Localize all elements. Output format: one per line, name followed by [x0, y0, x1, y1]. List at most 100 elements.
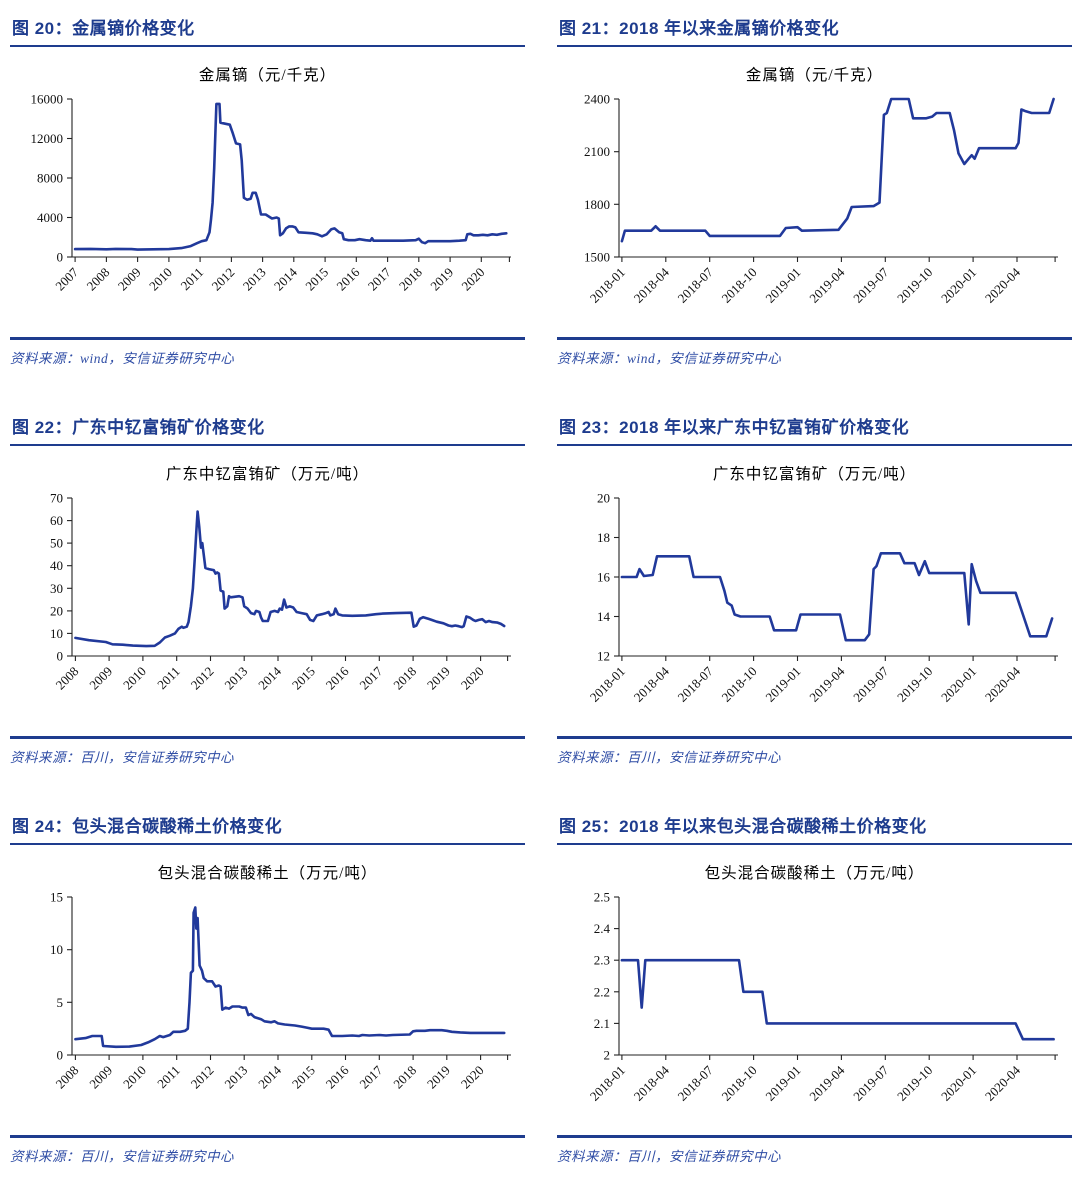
svg-text:2008: 2008 — [84, 265, 113, 294]
svg-text:2019-04: 2019-04 — [806, 1062, 848, 1104]
figure-grid: 图 20：金属镝价格变化 金属镝（元/千克） 0 4000 8000 12000 160… — [10, 12, 1072, 1165]
svg-text:60: 60 — [50, 513, 63, 528]
svg-text:2400: 2400 — [584, 92, 610, 107]
svg-text:2019-07: 2019-07 — [850, 663, 892, 705]
chart-title: 金属镝（元/千克） — [198, 67, 337, 84]
figure-caption: 图 22：广东中钇富铕矿价格变化 — [10, 411, 525, 446]
svg-text:2009: 2009 — [86, 664, 115, 693]
svg-text:2018-10: 2018-10 — [718, 1063, 759, 1104]
svg-text:2011: 2011 — [154, 664, 183, 693]
svg-text:2012: 2012 — [188, 664, 217, 693]
svg-text:1500: 1500 — [584, 250, 610, 265]
svg-text:2014: 2014 — [255, 1062, 284, 1091]
svg-text:20: 20 — [50, 603, 63, 618]
svg-text:0: 0 — [57, 250, 64, 265]
svg-text:2007: 2007 — [52, 264, 81, 293]
svg-text:2016: 2016 — [333, 264, 362, 293]
svg-text:2013: 2013 — [221, 664, 250, 693]
svg-text:2019-01: 2019-01 — [762, 265, 803, 306]
svg-text:2010: 2010 — [120, 664, 149, 693]
svg-text:2017: 2017 — [356, 1062, 385, 1091]
chart-title: 包头混合碳酸稀土（万元/吨） — [704, 865, 925, 882]
figure-caption: 图 25：2018 年以来包头混合碳酸稀土价格变化 — [557, 810, 1072, 845]
svg-text:70: 70 — [50, 491, 63, 506]
svg-text:2018-10: 2018-10 — [718, 664, 759, 705]
svg-text:2015: 2015 — [289, 664, 318, 693]
svg-text:2018-10: 2018-10 — [718, 265, 759, 306]
svg-text:2019: 2019 — [424, 1063, 453, 1092]
figure-panel-20: 图 20：金属镝价格变化 金属镝（元/千克） 0 4000 8000 12000 160… — [10, 12, 525, 367]
svg-text:2020-01: 2020-01 — [938, 265, 979, 306]
svg-text:15: 15 — [50, 890, 63, 905]
figure-panel-24: 图 24：包头混合碳酸稀土价格变化 包头混合碳酸稀土（万元/吨） 0 5 10 15 2… — [10, 810, 525, 1165]
svg-text:20: 20 — [597, 491, 610, 506]
svg-text:2020-01: 2020-01 — [938, 1063, 979, 1104]
svg-text:16000: 16000 — [31, 92, 64, 107]
svg-text:2015: 2015 — [302, 265, 331, 294]
svg-text:2020: 2020 — [458, 265, 487, 294]
svg-text:2019-04: 2019-04 — [806, 663, 848, 705]
svg-text:2019: 2019 — [427, 265, 456, 294]
svg-text:2010: 2010 — [120, 1063, 149, 1092]
svg-text:10: 10 — [50, 942, 63, 957]
svg-text:0: 0 — [57, 1048, 64, 1063]
svg-text:2020-01: 2020-01 — [938, 664, 979, 705]
svg-text:2016: 2016 — [323, 1062, 352, 1091]
svg-text:2015: 2015 — [289, 1063, 318, 1092]
svg-text:2008: 2008 — [53, 1063, 82, 1092]
source-note: 资料来源：wind，安信证券研究中心 — [10, 337, 525, 367]
figure-panel-22: 图 22：广东中钇富铕矿价格变化 广东中钇富铕矿（万元/吨） 0 10 20 30 40… — [10, 411, 525, 766]
svg-text:2019-10: 2019-10 — [894, 1063, 935, 1104]
svg-text:2018: 2018 — [396, 265, 425, 294]
svg-text:2012: 2012 — [188, 1063, 217, 1092]
svg-text:2011: 2011 — [154, 1063, 183, 1092]
figure-caption: 图 21：2018 年以来金属镝价格变化 — [557, 12, 1072, 47]
source-note: 资料来源：百川，安信证券研究中心 — [10, 1135, 525, 1165]
svg-text:2.2: 2.2 — [594, 984, 610, 999]
svg-text:2018-01: 2018-01 — [587, 664, 628, 705]
svg-text:14: 14 — [597, 609, 611, 624]
svg-text:2019: 2019 — [424, 664, 453, 693]
svg-text:10: 10 — [50, 626, 63, 641]
svg-text:2014: 2014 — [271, 264, 300, 293]
figure-caption: 图 24：包头混合碳酸稀土价格变化 — [10, 810, 525, 845]
chart-title: 包头混合碳酸稀土（万元/吨） — [157, 865, 378, 882]
svg-text:2018-01: 2018-01 — [587, 1063, 628, 1104]
svg-text:2016: 2016 — [323, 663, 352, 692]
svg-text:2100: 2100 — [584, 144, 610, 159]
svg-text:4000: 4000 — [37, 210, 63, 225]
source-note: 资料来源：百川，安信证券研究中心 — [557, 736, 1072, 766]
svg-text:2.1: 2.1 — [594, 1016, 610, 1031]
svg-text:2011: 2011 — [178, 265, 207, 294]
svg-text:12: 12 — [597, 649, 610, 664]
svg-text:2018-04: 2018-04 — [631, 264, 673, 306]
svg-text:2018-07: 2018-07 — [675, 663, 717, 705]
svg-text:2019-07: 2019-07 — [850, 1062, 892, 1104]
svg-text:2019-04: 2019-04 — [806, 264, 848, 306]
svg-text:2019-10: 2019-10 — [894, 664, 935, 705]
source-note: 资料来源：wind，安信证券研究中心 — [557, 337, 1072, 367]
svg-text:2008: 2008 — [53, 664, 82, 693]
svg-text:40: 40 — [50, 558, 63, 573]
svg-text:2018: 2018 — [390, 664, 419, 693]
svg-text:30: 30 — [50, 581, 63, 596]
svg-text:2020-04: 2020-04 — [982, 663, 1024, 705]
figure-caption: 图 23：2018 年以来广东中钇富铕矿价格变化 — [557, 411, 1072, 446]
svg-text:2: 2 — [604, 1048, 611, 1063]
source-note: 资料来源：百川，安信证券研究中心 — [10, 736, 525, 766]
svg-text:2.4: 2.4 — [594, 921, 611, 936]
chart-title: 金属镝（元/千克） — [745, 67, 884, 84]
figure-caption: 图 20：金属镝价格变化 — [10, 12, 525, 47]
svg-text:50: 50 — [50, 536, 63, 551]
figure-panel-23: 图 23：2018 年以来广东中钇富铕矿价格变化 广东中钇富铕矿（万元/吨） 1… — [557, 411, 1072, 766]
svg-text:2017: 2017 — [356, 663, 385, 692]
svg-text:2018-07: 2018-07 — [675, 264, 717, 306]
svg-text:18: 18 — [597, 530, 610, 545]
svg-text:2.3: 2.3 — [594, 953, 610, 968]
svg-text:0: 0 — [57, 649, 64, 664]
svg-text:5: 5 — [57, 995, 64, 1010]
